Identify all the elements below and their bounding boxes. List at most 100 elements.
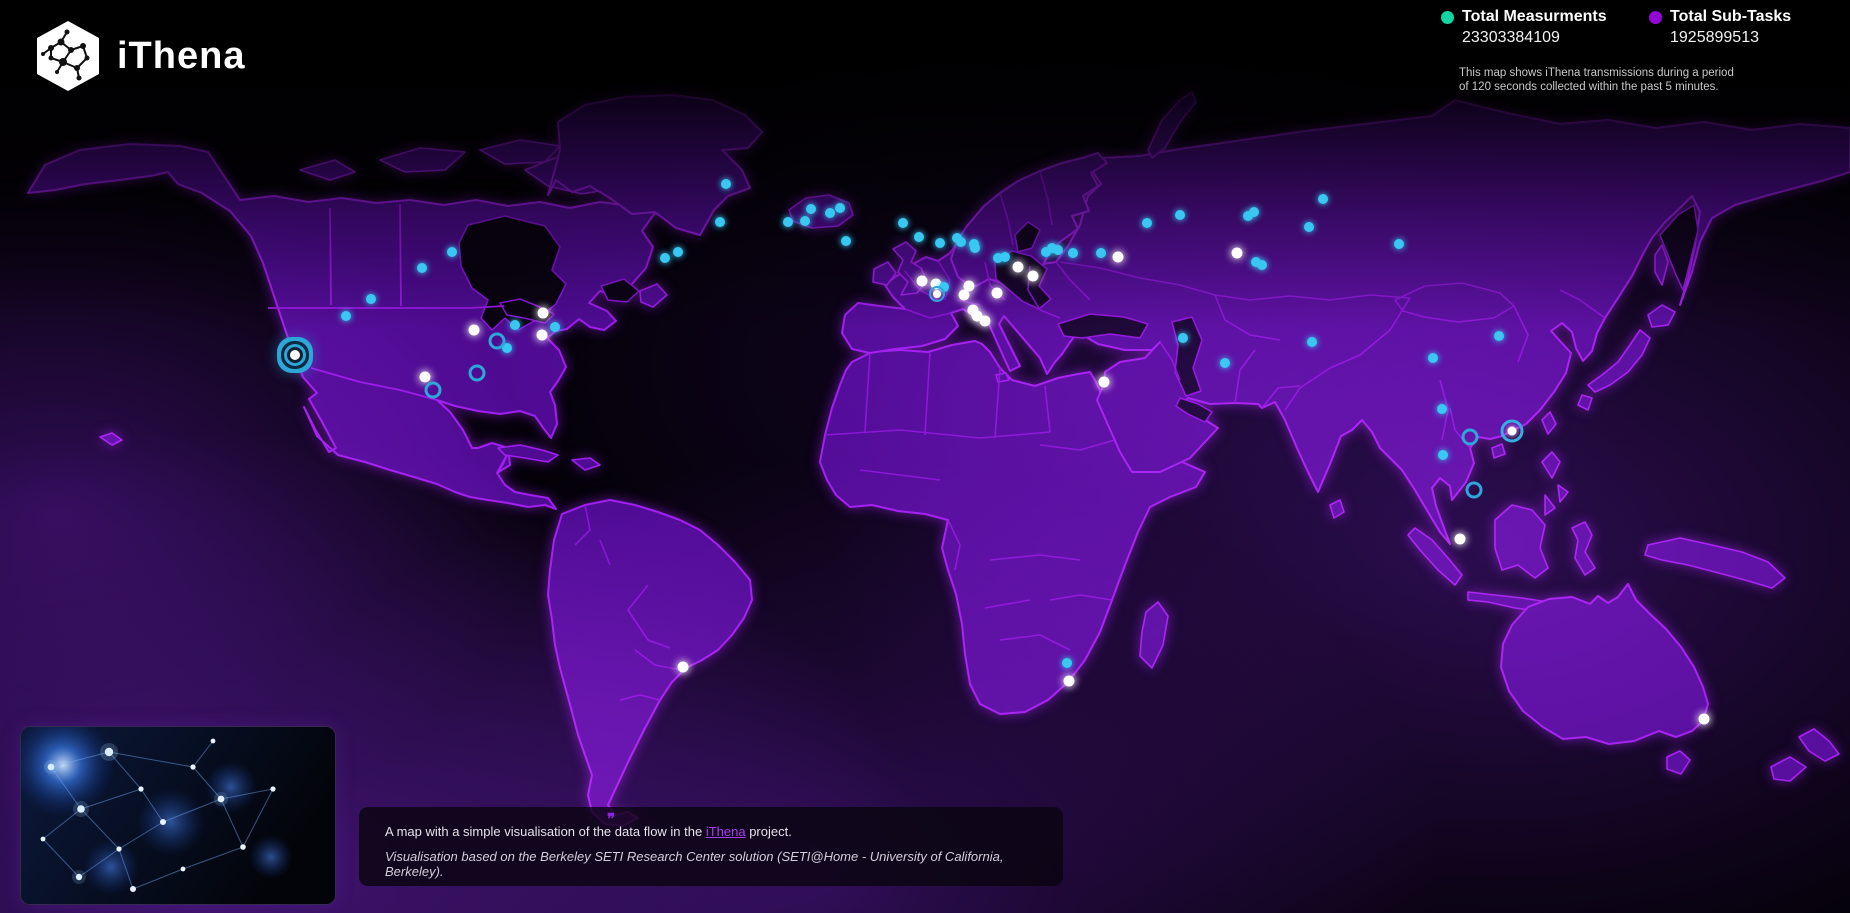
map-marker-cyan-dot [1304, 222, 1314, 232]
caption-line1-pre: A map with a simple visualisation of the… [385, 824, 706, 839]
sri-lanka [1329, 499, 1345, 519]
map-marker-cyan-dot [366, 294, 376, 304]
plexus-image [21, 727, 335, 904]
map-marker-cyan-dot [1243, 211, 1253, 221]
philippines [1541, 451, 1569, 516]
map-marker-white-dot [677, 661, 689, 673]
legend-measurements-value: 23303384109 [1462, 29, 1560, 46]
map-marker-white-dot [963, 280, 975, 292]
newfoundland [639, 283, 668, 308]
map-marker-cyan-dot [715, 217, 725, 227]
map-marker-white-dot [979, 315, 991, 327]
map-marker-cyan-dot [510, 320, 520, 330]
map-marker-cyan-dot [1307, 337, 1317, 347]
map-marker-cyan-dot [1318, 194, 1328, 204]
sulawesi [1571, 521, 1596, 576]
new-guinea [1644, 537, 1786, 589]
map-marker-cyan-dot [417, 263, 427, 273]
map-marker-cyan-ring [424, 381, 442, 399]
map-marker-cyan-dot [1053, 245, 1063, 255]
map-marker-cyan-ring [488, 332, 506, 350]
map-marker-cyan-dot [1041, 247, 1051, 257]
map-marker-white-dot [916, 275, 928, 287]
purple-dot-icon [1649, 10, 1662, 24]
map-marker-cyan-dot [1394, 239, 1404, 249]
ithena-hexagon-icon [37, 21, 99, 91]
map-marker-cyan-dot [806, 204, 816, 214]
map-marker-cyan-dot [1047, 243, 1057, 253]
map-marker-cyan-dot [1142, 218, 1152, 228]
legend-subtasks-value: 1925899513 [1670, 29, 1759, 46]
caption-line2: Visualisation based on the Berkeley SETI… [385, 849, 1004, 879]
ithena-link[interactable]: iThena [705, 824, 746, 839]
map-marker-cyan-dot [1096, 248, 1106, 258]
map-marker-white-dot [991, 287, 1003, 299]
map-description: This map shows iThena transmissions duri… [1459, 66, 1769, 94]
continent-south-america [547, 499, 753, 827]
quote-icon: ❞ [607, 811, 616, 828]
map-marker-cyan-dot [841, 236, 851, 246]
map-marker-cyan-dot [783, 217, 793, 227]
legend-subtasks-label: Total Sub-Tasks [1670, 8, 1792, 25]
map-marker-white-dot [1231, 247, 1243, 259]
map-marker-white-dot [958, 289, 970, 301]
map-marker-cyan-dot [1438, 450, 1448, 460]
map-marker-cyan-dot [939, 282, 949, 292]
map-marker-white-dot [1098, 376, 1110, 388]
legend-measurements: Total Measurments 23303384109 [1441, 8, 1651, 47]
map-marker-white-dot [1012, 261, 1024, 273]
green-dot-icon [1441, 10, 1454, 24]
map-marker-cyan-dot [914, 232, 924, 242]
map-marker-white-dot [1027, 270, 1039, 282]
map-marker-white-dot-big-ring [1500, 419, 1524, 443]
map-marker-cyan-dot [1437, 404, 1447, 414]
map-marker-cyan-dot [1000, 252, 1010, 262]
map-marker-white-dot [536, 329, 548, 341]
map-marker-cyan-dot [1494, 331, 1504, 341]
logo-text: iThena [117, 34, 246, 77]
map-marker-cyan-dot [1175, 210, 1185, 220]
map-marker-white-dot-ringed [929, 286, 945, 302]
map-marker-cyan-ring [468, 364, 486, 382]
network-thumbnail [20, 726, 336, 905]
map-description-line1: This map shows iThena transmissions duri… [1459, 67, 1734, 79]
map-marker-white-dot [419, 371, 431, 383]
legend-subtasks: Total Sub-Tasks 1925899513 [1649, 8, 1829, 47]
map-marker-cyan-dot [993, 253, 1003, 263]
map-marker-white-dot-double-ring [290, 350, 300, 360]
map-marker-cyan-dot [660, 253, 670, 263]
map-marker-white-dot [1063, 675, 1075, 687]
map-marker-cyan-dot [825, 208, 835, 218]
caption-line1-post: project. [745, 824, 792, 839]
tasmania [1666, 750, 1691, 775]
sicily [995, 372, 1010, 383]
borneo [1494, 504, 1549, 579]
map-marker-cyan-dot [673, 247, 683, 257]
map-marker-cyan-dot [935, 238, 945, 248]
taiwan [1541, 411, 1557, 435]
map-marker-white-dot [967, 304, 979, 316]
map-marker-cyan-dot [970, 243, 980, 253]
map-marker-white-dot [1698, 713, 1710, 725]
map-marker-cyan-dot [1428, 353, 1438, 363]
madagascar [1139, 601, 1169, 669]
header: iThena Total Measurments 23303384109 Tot… [0, 0, 1850, 93]
map-marker-white-dot [971, 310, 983, 322]
map-marker-cyan-dot [721, 179, 731, 189]
map-marker-white-dot [468, 324, 480, 336]
map-marker-cyan-dot [1178, 333, 1188, 343]
ithena-logo[interactable]: iThena [33, 20, 245, 92]
new-zealand [1770, 728, 1840, 782]
map-description-line2: of 120 seconds collected within the past… [1459, 81, 1719, 93]
map-marker-cyan-dot [550, 322, 560, 332]
hainan [1491, 443, 1506, 459]
legend-measurements-label: Total Measurments [1462, 8, 1607, 25]
map-marker-white-dot [1454, 533, 1466, 545]
caption-box: ❞ A map with a simple visualisation of t… [359, 807, 1063, 886]
continent-north-america [27, 143, 670, 510]
map-marker-cyan-dot [956, 237, 966, 247]
map-marker-cyan-dot [502, 343, 512, 353]
map-marker-white-dot [537, 307, 549, 319]
australia [1500, 583, 1709, 745]
